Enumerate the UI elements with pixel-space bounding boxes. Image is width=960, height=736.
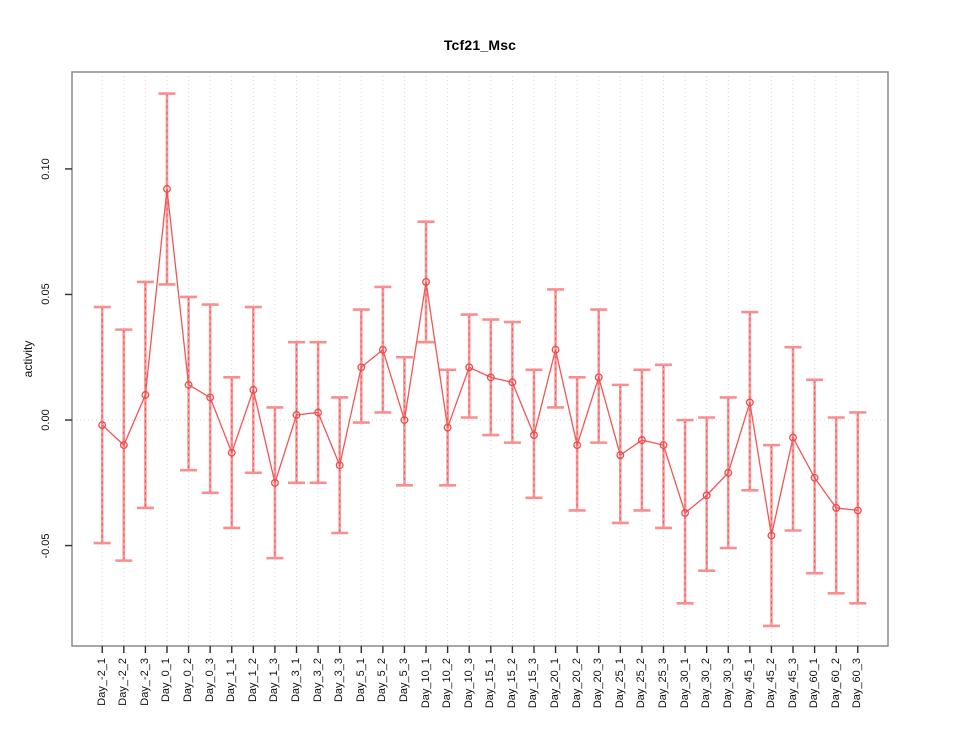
x-tick-label: Day_1_1 [225, 658, 238, 703]
chart-figure: Tcf21_Msc activity Day_-2_1 Day_-2_2 Day_-… [21, 37, 889, 708]
x-tick-label: Day_25_1 [613, 658, 626, 709]
data-point [616, 451, 625, 460]
data-point [206, 393, 215, 402]
x-tick-label: Day_0_3 [203, 658, 216, 703]
x-tick-label: Day_60_1 [808, 658, 821, 709]
data-point [853, 506, 862, 515]
data-point [119, 441, 128, 450]
series-polyline [101, 188, 858, 536]
x-tick-label: Day_30_3 [721, 658, 734, 709]
x-tick-label: Day_10_2 [441, 658, 454, 709]
x-tick-label: Day_60_3 [851, 658, 864, 709]
data-point [702, 491, 711, 500]
data-point [184, 380, 193, 389]
data-point [443, 423, 452, 432]
gridlines [72, 72, 888, 646]
x-tick-label: Day_5_1 [354, 658, 367, 703]
data-point [637, 436, 646, 445]
data-point [659, 441, 668, 450]
x-tick-label: Day_-2_3 [138, 658, 151, 706]
plot-frame [71, 71, 889, 647]
data-point [98, 421, 107, 429]
data-point [551, 345, 560, 354]
data-point [745, 398, 754, 407]
x-tick-label: Day_25_2 [635, 658, 648, 709]
data-point [465, 363, 474, 372]
x-tick-label: Day_0_1 [160, 658, 173, 703]
x-tick-label: Day_60_2 [829, 658, 842, 709]
x-tick-label: Day_45_3 [786, 658, 799, 709]
data-point [227, 448, 236, 457]
data-point [810, 473, 819, 482]
y-tick-label: 0.10 [40, 158, 52, 180]
x-tick-label: Day_30_2 [700, 658, 713, 709]
x-tick-label: Day_5_3 [397, 658, 410, 703]
data-point [314, 408, 323, 417]
x-tick-label: Day_20_1 [549, 658, 562, 709]
x-tick-label: Day_1_2 [246, 658, 259, 703]
x-tick-label: Day_15_3 [527, 658, 540, 709]
y-axis-label: activity [21, 340, 35, 378]
x-tick-label: Day_30_1 [678, 658, 691, 709]
y-tick-label: -0.05 [40, 533, 52, 559]
x-tick-label: Day_5_2 [376, 658, 389, 703]
plot-area [65, 71, 889, 653]
x-tick-label: Day_10_1 [419, 658, 432, 709]
data-point [378, 345, 387, 354]
data-point [163, 185, 171, 193]
x-tick-label: Day_1_3 [268, 658, 281, 703]
data-point [724, 468, 733, 477]
data-point [335, 461, 344, 470]
data-point [789, 433, 797, 442]
data-points [98, 185, 862, 540]
data-point [508, 378, 517, 387]
chart-title: Tcf21_Msc [443, 37, 517, 53]
data-point [594, 373, 603, 382]
x-tick-label: Day_3_2 [311, 658, 324, 703]
data-point [422, 277, 430, 286]
axis-ticks [65, 168, 859, 653]
data-point [681, 508, 690, 517]
data-point [530, 431, 538, 440]
x-tick-label: Day_-2_2 [117, 658, 130, 706]
x-tick-label: Day_0_2 [182, 658, 195, 703]
x-tick-label: Day_45_1 [743, 658, 756, 709]
x-tick-label: Day_-2_1 [95, 658, 108, 706]
data-point [270, 478, 279, 487]
data-point [249, 385, 258, 394]
x-tick-label: Day_25_3 [656, 658, 669, 709]
plot-border [71, 71, 889, 647]
x-tick-label: Day_3_1 [290, 658, 302, 703]
data-point [832, 503, 841, 512]
data-point [400, 416, 409, 424]
data-point [573, 441, 582, 450]
error-bars [93, 92, 867, 628]
x-tick-label: Day_20_3 [592, 658, 605, 709]
x-tick-label: Day_15_2 [505, 658, 518, 709]
x-tick-label: Day_45_2 [764, 658, 777, 709]
series-line [101, 188, 858, 536]
y-tick-label: 0.00 [40, 409, 52, 431]
x-tick-label: Day_20_2 [570, 658, 583, 709]
data-point [357, 363, 366, 372]
x-tick-label: Day_15_1 [484, 658, 497, 709]
data-point [292, 411, 301, 419]
data-point [141, 390, 150, 399]
x-tick-label: Day_10_3 [462, 658, 475, 709]
data-point [486, 373, 495, 382]
data-point [767, 531, 776, 540]
y-tick-label: 0.05 [40, 283, 52, 306]
x-tick-label: Day_3_3 [333, 658, 346, 703]
